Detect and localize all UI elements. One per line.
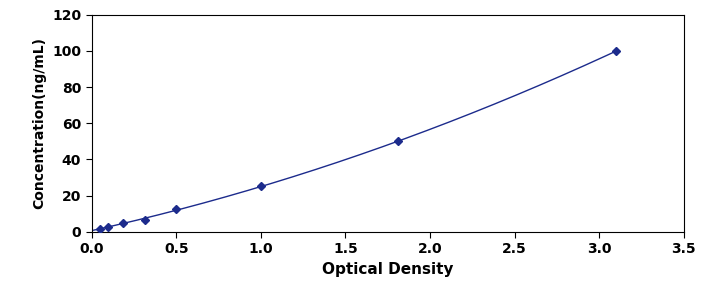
X-axis label: Optical Density: Optical Density: [322, 262, 453, 277]
Y-axis label: Concentration(ng/mL): Concentration(ng/mL): [32, 37, 47, 209]
